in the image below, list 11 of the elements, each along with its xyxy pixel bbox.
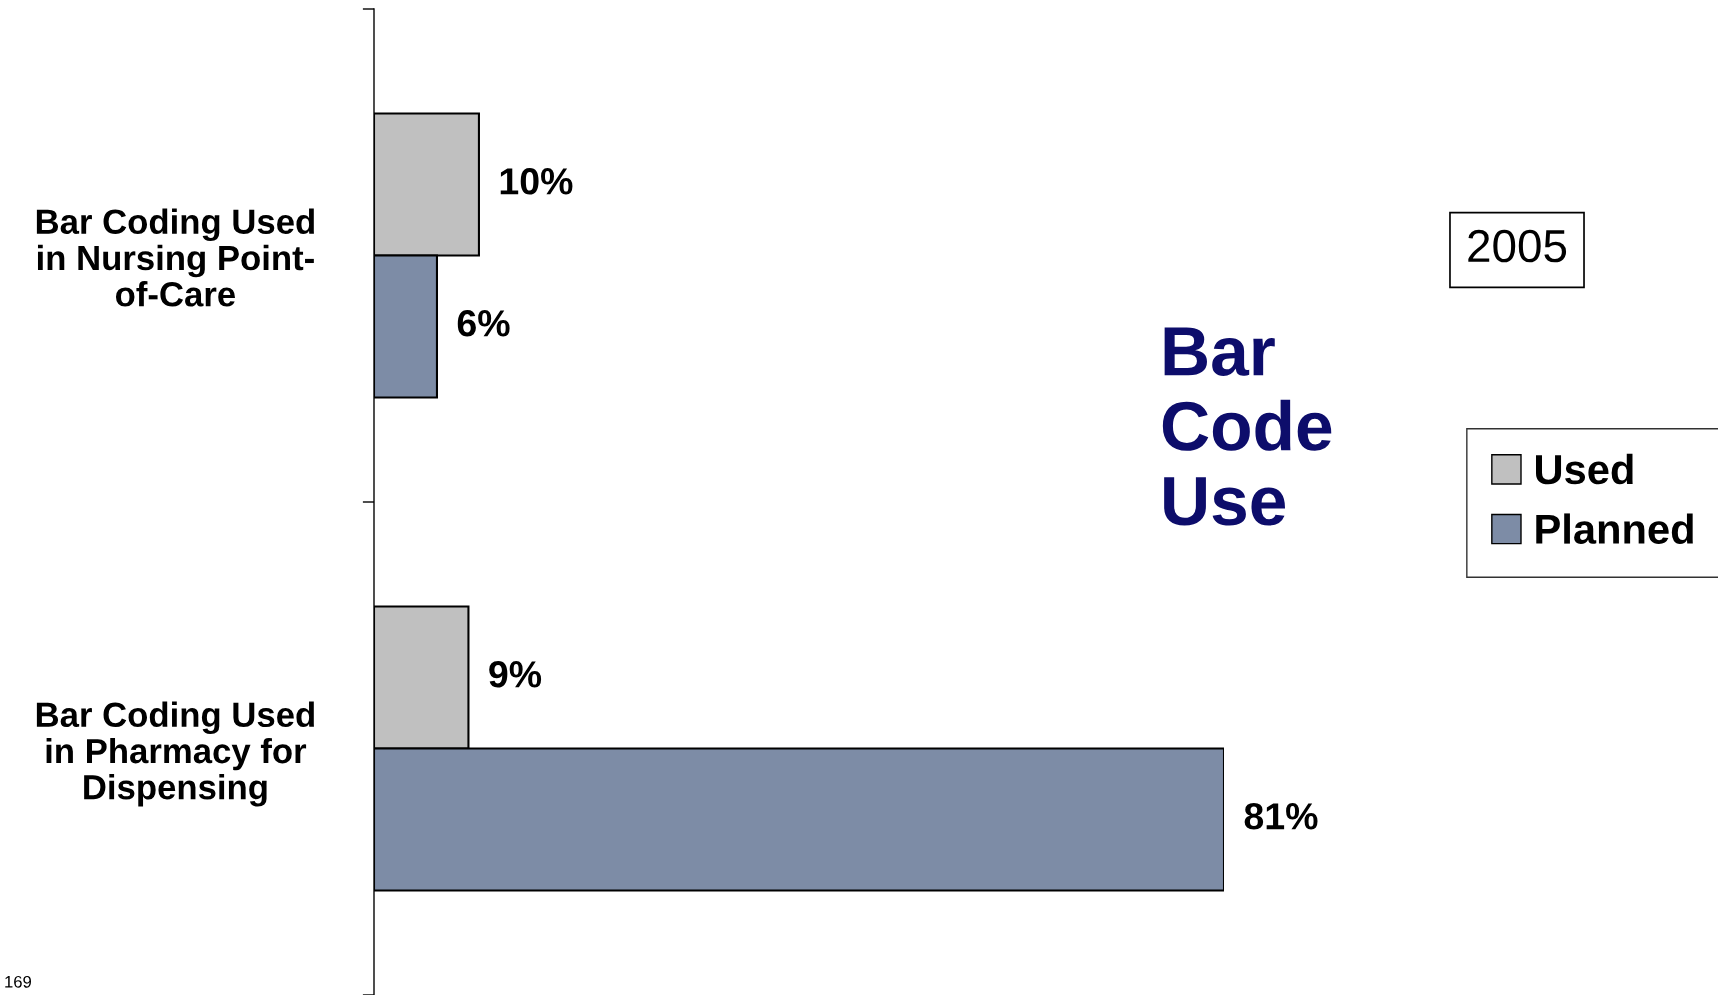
- data-label: 81%: [1244, 803, 1318, 830]
- text: Bar Code Use: [1162, 327, 1332, 526]
- text: 169: [5, 975, 32, 988]
- y-tick-label: Bar Coding Used in Nursing Point- of-Care: [36, 208, 314, 307]
- data-label: 10%: [500, 168, 573, 195]
- legend-label: Used: [1536, 453, 1633, 485]
- y-tick-label: Bar Coding Used in Pharmacy for Dispensing: [36, 701, 314, 807]
- data-label: 6%: [457, 310, 510, 337]
- data-label: 9%: [489, 661, 542, 688]
- text: 2005: [1468, 229, 1567, 263]
- legend-label: Planned: [1536, 513, 1693, 545]
